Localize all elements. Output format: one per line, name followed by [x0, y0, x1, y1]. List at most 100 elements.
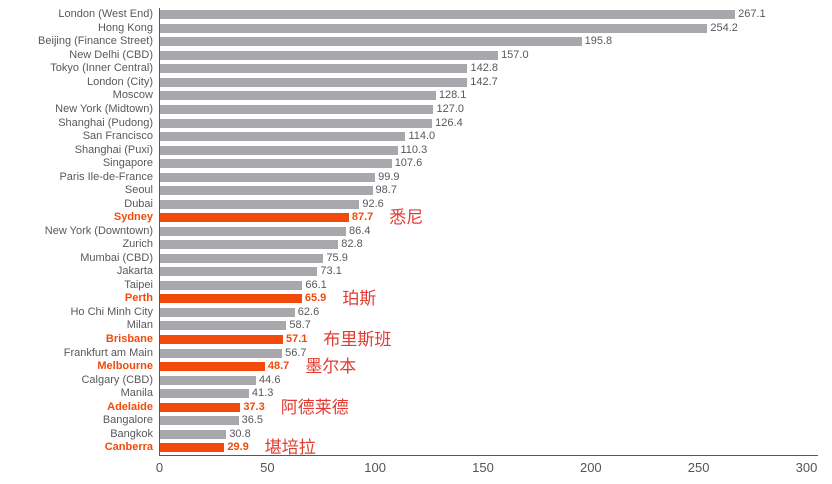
chart-row: Jakarta 73.1	[0, 265, 832, 279]
category-label: Taipei	[124, 278, 153, 291]
category-label: Paris Ile-de-France	[59, 170, 153, 183]
bar	[160, 389, 249, 399]
value-label: 87.7	[351, 211, 374, 224]
value-label: 99.9	[378, 170, 400, 183]
bar	[160, 267, 318, 277]
x-tick-label: 0	[155, 460, 164, 475]
value-label: 37.3	[243, 400, 265, 413]
category-label: Beijing (Finance Street)	[38, 35, 153, 48]
chart-row: Dubai 92.6	[0, 197, 832, 211]
category-label: Canberra	[104, 441, 153, 454]
highlight-bar	[160, 335, 283, 345]
category-label: New Delhi (CBD)	[69, 48, 153, 61]
bar-track: 41.3	[159, 386, 806, 401]
category-label: Ho Chi Minh City	[70, 305, 153, 318]
x-axis-ticks: 0 50 100 150 200 250 300	[0, 461, 832, 481]
bar-track: 56.7	[159, 346, 806, 360]
category-label: Frankfurt am Main	[63, 346, 153, 359]
bar	[160, 64, 468, 74]
bar-track: 36.5	[159, 413, 806, 428]
bar	[160, 23, 708, 33]
value-label: 58.7	[289, 319, 311, 332]
bar-track: 110.3	[159, 143, 806, 157]
bar-track: 98.7	[159, 183, 806, 198]
value-label: 127.0	[436, 102, 464, 115]
category-label: San Francisco	[82, 130, 153, 143]
bar-track: 48.7 墨尔本	[159, 357, 806, 377]
category-label: New York (Downtown)	[44, 224, 153, 237]
bar	[160, 10, 736, 20]
value-label: 267.1	[738, 8, 766, 21]
value-label: 57.1	[285, 333, 308, 346]
category-label: Milan	[126, 319, 153, 332]
bar-track: 128.1	[159, 89, 806, 103]
category-label: Singapore	[102, 157, 153, 170]
value-label: 110.3	[400, 143, 428, 156]
bar	[160, 307, 295, 317]
value-label: 114.0	[408, 130, 436, 143]
highlight-bar	[160, 443, 225, 453]
chart-row: New York (Midtown) 127.0	[0, 102, 832, 117]
bar	[160, 240, 339, 250]
bar-track: 30.8	[159, 427, 806, 441]
value-label: 41.3	[251, 387, 274, 400]
bar	[160, 50, 499, 60]
chart-row: Milan 58.7	[0, 319, 832, 333]
value-label: 65.9	[304, 292, 327, 305]
chart-row: Sydney 87.7 悉尼	[0, 208, 832, 228]
category-label: Hong Kong	[97, 21, 153, 34]
annotation-label: 布里斯班	[323, 330, 392, 350]
category-label: Tokyo (Inner Central)	[50, 62, 153, 75]
bar	[160, 91, 436, 101]
x-tick-label: 150	[472, 460, 494, 475]
bar-track: 87.7 悉尼	[159, 208, 806, 228]
bar	[160, 145, 398, 155]
annotation-label: 珀斯	[342, 289, 377, 309]
bar	[160, 416, 239, 426]
bar	[160, 348, 283, 358]
x-tick-label: 100	[364, 460, 387, 475]
bar	[160, 159, 392, 169]
chart-row: Zurich 82.8	[0, 238, 832, 252]
chart-row: London (West End) 267.1	[0, 8, 832, 22]
category-label: Jakarta	[116, 265, 153, 278]
x-tick-label: 200	[579, 460, 602, 475]
chart-row: Hong Kong 254.2	[0, 21, 832, 36]
chart-row: New York (Downtown) 86.4	[0, 224, 832, 239]
chart-row: Moscow 128.1	[0, 89, 832, 103]
value-label: 98.7	[375, 184, 397, 197]
value-label: 82.8	[341, 238, 363, 251]
bar	[160, 375, 257, 385]
value-label: 128.1	[438, 89, 467, 102]
category-label: Adelaide	[107, 400, 153, 413]
chart-row: Taipei 66.1	[0, 278, 832, 293]
chart-row: Melbourne 48.7 墨尔本	[0, 357, 832, 377]
chart-row: Shanghai (Puxi) 110.3	[0, 143, 832, 157]
chart-row: Shanghai (Pudong) 126.4	[0, 116, 832, 130]
value-label: 56.7	[285, 346, 307, 359]
chart-row: Seoul 98.7	[0, 183, 832, 198]
annotation-label: 墨尔本	[305, 357, 357, 377]
bar-track: 254.2	[159, 21, 806, 36]
highlight-bar	[160, 213, 349, 223]
x-axis-line	[159, 455, 818, 456]
x-tick-label: 50	[260, 460, 275, 475]
chart-row: Bangalore 36.5	[0, 413, 832, 428]
bar-track: 62.6	[159, 305, 806, 320]
category-label: London (West End)	[58, 8, 153, 21]
value-label: 62.6	[297, 305, 320, 318]
highlight-bar	[160, 402, 241, 412]
chart-row: Canberra 29.9 堪培拉	[0, 439, 832, 456]
chart-row: Tokyo (Inner Central) 142.8	[0, 62, 832, 76]
category-label: Manila	[120, 387, 153, 400]
bar-rows: London (West End) 267.1 Hong Kong 254.2 Beij…	[0, 8, 832, 456]
annotation-label: 悉尼	[389, 208, 424, 228]
category-label: Calgary (CBD)	[81, 373, 153, 386]
bar-track: 142.8	[159, 62, 806, 76]
bar	[160, 104, 434, 114]
category-label: New York (Midtown)	[55, 102, 153, 115]
bar-track: 107.6	[159, 156, 806, 171]
value-label: 29.9	[227, 441, 249, 454]
category-label: Melbourne	[97, 360, 153, 373]
